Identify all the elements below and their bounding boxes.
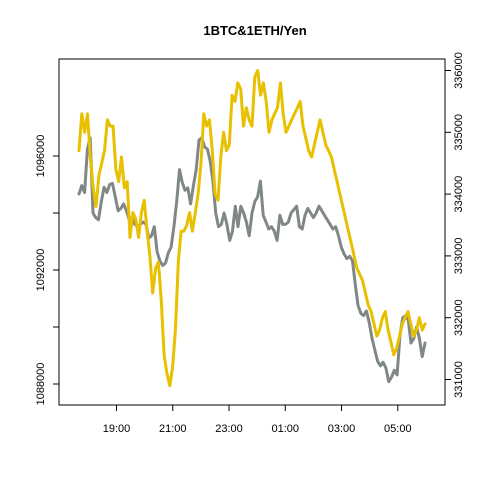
left-tick-label: 1092000 <box>35 249 47 292</box>
chart-title: 1BTC&1ETH/Yen <box>203 23 306 38</box>
left-tick-label: 1096000 <box>35 135 47 178</box>
right-tick-label: 334000 <box>453 176 465 213</box>
bottom-tick-label: 05:00 <box>384 423 412 435</box>
series-layer <box>77 69 427 388</box>
left-tick-label: 1088000 <box>35 363 47 406</box>
right-tick-label: 331000 <box>453 361 465 398</box>
series-line-btc <box>77 136 427 384</box>
right-axis: 331000 332000 333000 334000 335000 336000 <box>444 52 465 398</box>
right-tick-label: 333000 <box>453 238 465 275</box>
bottom-tick-label: 23:00 <box>215 423 243 435</box>
right-tick-label: 332000 <box>453 299 465 336</box>
bottom-tick-label: 19:00 <box>103 423 131 435</box>
right-tick-label: 335000 <box>453 114 465 151</box>
bottom-tick-label: 21:00 <box>159 423 187 435</box>
bottom-tick-label: 01:00 <box>272 423 300 435</box>
bottom-tick-label: 03:00 <box>328 423 356 435</box>
right-tick-label: 336000 <box>453 52 465 89</box>
left-axis: 1088000 1092000 1096000 <box>35 97 60 406</box>
bottom-axis: 19:00 21:00 23:00 01:00 03:00 05:00 <box>103 404 412 435</box>
series-line-eth <box>77 69 427 388</box>
